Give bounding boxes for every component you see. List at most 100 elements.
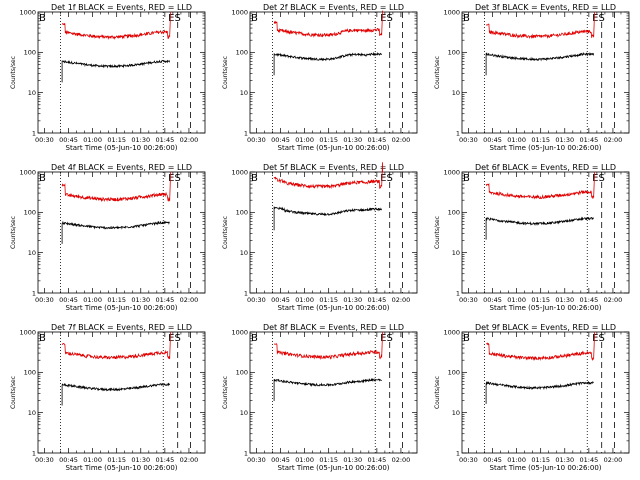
y-tick-label: 10 <box>452 89 460 97</box>
events-series-line <box>485 216 594 240</box>
y-axis-label: Counts/sec <box>434 216 441 249</box>
y-tick-label: 1000 <box>443 328 460 336</box>
x-tick-label: 02:00 <box>604 296 623 304</box>
x-tick-label: 01:30 <box>555 136 574 144</box>
lld-series-line <box>485 171 596 200</box>
panel-8: Det 8f BLACK = Events, RED = LLD 1 10 100 10… <box>222 323 418 472</box>
x-tick-label: 02:00 <box>392 136 411 144</box>
x-tick-label: 01:45 <box>155 456 174 464</box>
x-axis-label: Start Time (05-Jun-10 00:26:00) <box>278 144 390 152</box>
x-tick-label: 01:45 <box>579 136 598 144</box>
x-tick-label: 01:15 <box>107 136 126 144</box>
panel-title: Det 6f BLACK = Events, RED = LLD <box>475 163 616 172</box>
x-tick-label: 01:15 <box>319 456 338 464</box>
x-tick-label: 01:00 <box>507 456 526 464</box>
x-tick-label: 00:30 <box>459 456 478 464</box>
panel-4: Det 4f BLACK = Events, RED = LLD 1 10 100 10… <box>10 163 206 312</box>
x-tick-label: 01:30 <box>343 296 362 304</box>
marker-b: B <box>251 173 258 184</box>
panel-title: Det 2f BLACK = Events, RED = LLD <box>263 3 404 12</box>
x-tick-label: 00:30 <box>459 296 478 304</box>
y-axis-label: Counts/sec <box>434 56 441 89</box>
marker-e: E <box>168 13 174 24</box>
y-tick-label: 1 <box>32 289 36 297</box>
y-tick-label: 1 <box>32 449 36 457</box>
marker-b: B <box>39 173 46 184</box>
y-tick-label: 1000 <box>19 8 36 16</box>
x-tick-label: 01:15 <box>531 296 550 304</box>
x-tick-label: 00:30 <box>35 456 54 464</box>
y-axis-label: Counts/sec <box>222 56 229 89</box>
marker-s: S <box>174 333 180 344</box>
x-tick-label: 01:45 <box>579 456 598 464</box>
x-tick-label: 01:45 <box>367 136 386 144</box>
marker-s: S <box>598 13 604 24</box>
x-tick-label: 01:30 <box>343 456 362 464</box>
x-tick-label: 00:30 <box>459 136 478 144</box>
y-tick-label: 1 <box>244 449 248 457</box>
panel-title: Det 3f BLACK = Events, RED = LLD <box>475 3 616 12</box>
lld-series-line <box>273 162 384 190</box>
x-tick-label: 01:45 <box>155 136 174 144</box>
x-tick-label: 00:30 <box>247 136 266 144</box>
x-tick-label: 01:15 <box>319 296 338 304</box>
plot-frame <box>249 11 418 134</box>
lld-series-line <box>61 11 172 40</box>
x-axis-label: Start Time (05-Jun-10 00:26:00) <box>66 304 178 312</box>
y-axis-label: Counts/sec <box>434 376 441 409</box>
events-series-line <box>61 220 170 244</box>
x-tick-label: 01:00 <box>83 456 102 464</box>
marker-e: E <box>168 173 174 184</box>
y-axis-label: Counts/sec <box>222 216 229 249</box>
lld-series-line <box>61 171 172 203</box>
x-tick-label: 01:00 <box>507 136 526 144</box>
y-tick-label: 10 <box>28 409 36 417</box>
x-tick-label: 02:00 <box>392 456 411 464</box>
marker-b: B <box>39 13 46 24</box>
x-tick-label: 00:30 <box>35 296 54 304</box>
marker-b: B <box>251 13 258 24</box>
x-axis-label: Start Time (05-Jun-10 00:26:00) <box>278 464 390 472</box>
marker-e: E <box>380 173 386 184</box>
panel-3: Det 3f BLACK = Events, RED = LLD 1 10 100 10… <box>434 3 630 152</box>
y-tick-label: 1 <box>456 449 460 457</box>
plot-frame <box>37 171 206 294</box>
lld-series-line <box>485 11 595 40</box>
y-tick-label: 1000 <box>443 168 460 176</box>
x-tick-label: 01:00 <box>295 136 314 144</box>
x-tick-label: 00:45 <box>59 456 78 464</box>
y-tick-label: 10 <box>240 249 248 257</box>
x-tick-label: 00:45 <box>483 296 502 304</box>
x-axis-label: Start Time (05-Jun-10 00:26:00) <box>490 304 602 312</box>
y-tick-label: 100 <box>24 49 36 57</box>
x-tick-label: 01:00 <box>83 296 102 304</box>
x-tick-label: 00:45 <box>59 136 78 144</box>
x-axis-label: Start Time (05-Jun-10 00:26:00) <box>278 304 390 312</box>
panel-1: Det 1f BLACK = Events, RED = LLD 1 10 100 10… <box>10 3 206 152</box>
plot-frame <box>461 171 630 294</box>
marker-e: E <box>380 333 386 344</box>
marker-b: B <box>463 333 470 344</box>
x-tick-label: 02:00 <box>180 456 199 464</box>
y-tick-label: 1000 <box>19 328 36 336</box>
marker-e: E <box>592 173 598 184</box>
panel-7: Det 7f BLACK = Events, RED = LLD 1 10 100 10… <box>10 323 206 472</box>
marker-e: E <box>592 13 598 24</box>
x-tick-label: 02:00 <box>604 456 623 464</box>
events-series-line <box>61 382 171 406</box>
y-tick-label: 1 <box>32 129 36 137</box>
plot-frame <box>249 331 418 454</box>
x-tick-label: 01:45 <box>367 456 386 464</box>
x-tick-label: 01:00 <box>83 136 102 144</box>
y-axis-label: Counts/sec <box>10 56 17 89</box>
x-tick-label: 01:30 <box>131 136 150 144</box>
x-tick-label: 00:30 <box>35 136 54 144</box>
y-tick-label: 100 <box>236 209 248 217</box>
x-tick-label: 01:15 <box>319 136 338 144</box>
x-tick-label: 01:15 <box>531 136 550 144</box>
x-axis-label: Start Time (05-Jun-10 00:26:00) <box>490 144 602 152</box>
panel-title: Det 5f BLACK = Events, RED = LLD <box>263 163 404 172</box>
y-tick-label: 10 <box>28 89 36 97</box>
x-tick-label: 01:45 <box>579 296 598 304</box>
x-tick-label: 00:45 <box>271 456 290 464</box>
